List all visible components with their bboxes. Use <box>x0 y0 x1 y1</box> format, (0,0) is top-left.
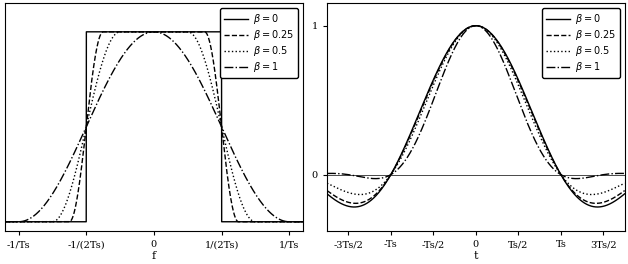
$\beta = 0$ <box>126 30 134 34</box>
$\beta = 1$ <box>143 32 150 35</box>
Line: $\beta = 0.25$: $\beta = 0.25$ <box>5 32 303 222</box>
$\beta = 1$ <box>323 172 331 175</box>
$\beta = 0.25$ <box>129 30 136 34</box>
Line: $\beta = 0.5$: $\beta = 0.5$ <box>327 26 625 195</box>
Line: $\beta = 1$: $\beta = 1$ <box>327 26 625 179</box>
$\beta = 1$ <box>299 220 306 223</box>
$\beta = 0.5$ <box>299 220 306 223</box>
$\beta = 0.25$ <box>499 49 507 52</box>
Line: $\beta = 0.5$: $\beta = 0.5$ <box>5 32 303 222</box>
$\beta = 0.5$ <box>126 30 134 34</box>
$\beta = 1$ <box>544 161 551 164</box>
$\beta = 0$ <box>143 30 150 34</box>
$\beta = 0.5$ <box>544 151 551 154</box>
$\beta = 1$ <box>431 95 438 98</box>
$\beta = 0$ <box>431 75 438 78</box>
$\beta = 0$ <box>560 178 568 181</box>
$\beta = 0.5$ <box>621 182 628 185</box>
X-axis label: f: f <box>152 251 156 261</box>
$\beta = 0$ <box>290 220 298 223</box>
$\beta = 1$ <box>218 125 225 128</box>
Line: $\beta = 0$: $\beta = 0$ <box>5 32 303 222</box>
$\beta = 0.5$ <box>275 220 283 223</box>
$\beta = 0.5$ <box>1 220 9 223</box>
$\beta = 0.25$ <box>143 30 150 34</box>
$\beta = 0$ <box>299 220 306 223</box>
$\beta = 0.25$ <box>299 220 306 223</box>
$\beta = 0.25$ <box>472 24 480 27</box>
$\beta = 0.25$ <box>323 189 331 192</box>
$\beta = 0$ <box>499 48 507 51</box>
$\beta = 1$ <box>512 93 520 96</box>
$\beta = 0.25$ <box>621 189 628 192</box>
Legend: $\beta = 0$, $\beta = 0.25$, $\beta = 0.5$, $\beta = 1$: $\beta = 0$, $\beta = 0.25$, $\beta = 0.… <box>542 8 620 78</box>
$\beta = 0.25$ <box>544 148 551 151</box>
$\beta = 1$ <box>472 24 480 27</box>
$\beta = 1$ <box>126 44 134 48</box>
$\beta = 0.25$ <box>275 220 283 223</box>
$\beta = 0.25$ <box>218 124 225 127</box>
$\beta = 0$ <box>129 30 136 34</box>
$\beta = 0$ <box>323 192 331 195</box>
X-axis label: t: t <box>474 251 478 261</box>
$\beta = 1$ <box>150 30 158 34</box>
$\beta = 0$ <box>82 30 90 34</box>
$\beta = 0.5$ <box>143 30 150 34</box>
$\beta = 0.5$ <box>560 177 568 180</box>
$\beta = 1$ <box>372 177 379 180</box>
Line: $\beta = 0.25$: $\beta = 0.25$ <box>327 26 625 203</box>
$\beta = 0$ <box>1 220 9 223</box>
$\beta = 0$ <box>512 73 520 77</box>
$\beta = 0$ <box>544 147 551 150</box>
$\beta = 0.5$ <box>290 220 298 223</box>
$\beta = 1$ <box>290 220 298 223</box>
Line: $\beta = 0$: $\beta = 0$ <box>327 26 625 207</box>
$\beta = 0$ <box>338 202 346 206</box>
$\beta = 0$ <box>218 30 225 34</box>
$\beta = 0$ <box>275 220 283 223</box>
$\beta = 0.25$ <box>592 202 600 205</box>
$\beta = 0.5$ <box>323 182 331 185</box>
Line: $\beta = 1$: $\beta = 1$ <box>5 32 303 222</box>
$\beta = 0.5$ <box>218 124 225 128</box>
$\beta = 0$ <box>621 192 628 195</box>
$\beta = 0.5$ <box>116 30 124 34</box>
$\beta = 1$ <box>129 42 136 45</box>
$\beta = 0.5$ <box>356 193 364 196</box>
$\beta = 0.5$ <box>512 79 520 82</box>
$\beta = 0.5$ <box>129 30 136 34</box>
$\beta = 0.25$ <box>126 30 134 34</box>
$\beta = 1$ <box>499 60 507 63</box>
$\beta = 1$ <box>338 172 346 176</box>
Legend: $\beta = 0$, $\beta = 0.25$, $\beta = 0.5$, $\beta = 1$: $\beta = 0$, $\beta = 0.25$, $\beta = 0.… <box>220 8 298 78</box>
$\beta = 0.25$ <box>290 220 298 223</box>
$\beta = 0.5$ <box>338 188 346 192</box>
$\beta = 0.25$ <box>1 220 9 223</box>
$\beta = 0.25$ <box>99 30 107 34</box>
$\beta = 1$ <box>621 172 628 175</box>
$\beta = 0$ <box>472 24 480 27</box>
$\beta = 0$ <box>350 205 358 209</box>
$\beta = 0.25$ <box>338 198 346 201</box>
$\beta = 0.25$ <box>512 75 520 78</box>
$\beta = 1$ <box>1 220 9 223</box>
$\beta = 1$ <box>560 175 568 178</box>
$\beta = 0.5$ <box>499 51 507 54</box>
$\beta = 0.5$ <box>472 24 480 27</box>
$\beta = 0.25$ <box>560 177 567 181</box>
$\beta = 0.5$ <box>431 80 438 83</box>
$\beta = 0.25$ <box>431 76 438 79</box>
$\beta = 1$ <box>275 218 283 221</box>
